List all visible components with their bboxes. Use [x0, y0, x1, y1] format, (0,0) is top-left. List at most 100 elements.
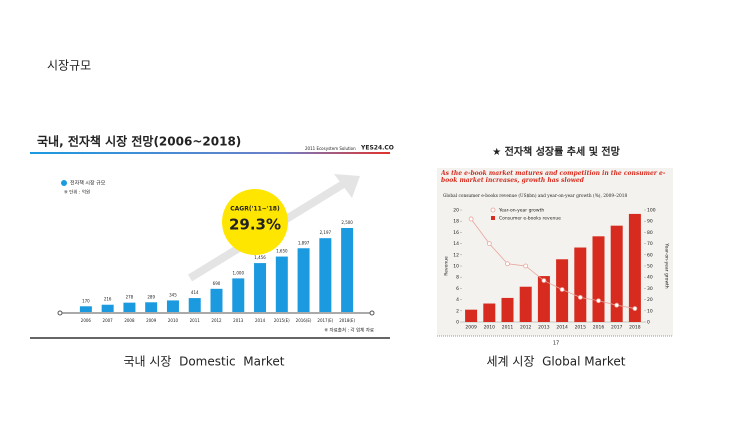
growth-point	[577, 294, 583, 300]
value-label: 170	[82, 298, 90, 303]
y-tick-label: 12	[453, 252, 459, 258]
x-tick-label: 2018	[629, 325, 641, 331]
x-tick-label: 2013	[538, 325, 550, 331]
axis-end	[57, 310, 63, 316]
growth-point	[505, 261, 510, 267]
axis-end	[369, 310, 375, 316]
x-tick-label: 2009	[146, 318, 157, 323]
legend-swatch	[61, 180, 67, 186]
bar	[188, 298, 201, 312]
logo: YES24.CO	[360, 145, 394, 152]
y2-axis-label: Year-on-year growth	[664, 242, 670, 288]
x-tick-label: 2007	[103, 318, 114, 323]
x-tick-label: 2017(E)	[317, 318, 333, 323]
y-tick-label: 6	[456, 286, 459, 292]
bar	[232, 278, 245, 312]
value-label: 278	[126, 295, 134, 300]
x-tick-label: 2009	[465, 325, 477, 331]
x-tick-label: 2015(E)	[274, 318, 290, 323]
page-number: 17	[553, 341, 559, 347]
y2-tick-label: 70	[647, 241, 653, 247]
growth-point	[486, 241, 492, 247]
revenue-bar	[483, 303, 496, 322]
revenue-bar	[610, 225, 623, 322]
x-tick-label: 2014	[255, 318, 266, 323]
legend-label: 전자책 시장 규모	[70, 180, 106, 187]
bar	[166, 300, 179, 312]
heading: As the e-book market matures and competi…	[441, 170, 666, 184]
growth-point	[468, 216, 474, 222]
x-tick-label: 2010	[168, 318, 179, 323]
badge-label: CAGR('11~'18)	[230, 206, 280, 213]
growth-point	[559, 287, 565, 292]
chart-title: 국내, 전자책 시장 전망(2006~2018)	[37, 134, 241, 149]
y-tick-label: 18	[453, 219, 459, 225]
y2-tick-label: 80	[647, 230, 653, 236]
revenue-bar	[465, 309, 478, 322]
x-tick-label: 2006	[81, 318, 92, 323]
value-label: 1,897	[298, 240, 310, 245]
y-tick-label: 14	[453, 241, 459, 247]
x-tick-label: 2011	[502, 325, 514, 331]
bar	[297, 248, 310, 312]
revenue-bar	[519, 286, 532, 322]
unit-label: ※ 단위 : 억원	[64, 189, 90, 196]
value-label: 216	[104, 297, 112, 302]
revenue-bar	[501, 297, 514, 322]
subtitle: Global consumer e-books revenue (US$bn) …	[443, 194, 627, 199]
y2-tick-label: 10	[647, 308, 653, 314]
value-label: 2,197	[320, 230, 332, 235]
x-tick-label: 2012	[211, 318, 222, 323]
x-tick-label: 2008	[124, 318, 135, 323]
value-label: 1,456	[254, 255, 266, 260]
x-tick-label: 2017	[611, 325, 623, 331]
value-label: 1,650	[276, 249, 288, 254]
growth-point	[632, 306, 638, 311]
value-label: 289	[147, 294, 155, 299]
growth-point	[614, 302, 620, 308]
x-tick-label: 2013	[233, 318, 244, 323]
x-tick-label: 2016	[593, 325, 605, 331]
bar	[210, 288, 223, 312]
y-tick-label: 8	[456, 275, 459, 281]
bar	[254, 263, 267, 312]
legend-swatch	[491, 216, 495, 220]
source-note: ※ 자료출처 : 각 업체 자료	[324, 327, 374, 334]
growth-point	[523, 263, 529, 269]
bar	[79, 306, 92, 312]
x-tick-label: 2016(E)	[296, 318, 312, 323]
x-tick-label: 2012	[520, 325, 532, 331]
caption: 세계 시장 Global Market	[487, 355, 626, 369]
y2-tick-label: 60	[647, 252, 653, 258]
y-tick-label: 20	[453, 208, 459, 214]
growth-point	[596, 298, 601, 304]
y2-tick-label: 50	[647, 264, 653, 270]
badge-value: 29.3%	[229, 216, 281, 234]
y-tick-label: 2	[456, 308, 459, 314]
bar	[123, 302, 136, 312]
x-tick-label: 2011	[190, 318, 201, 323]
value-label: 345	[169, 292, 177, 297]
trend-arrow-head	[334, 174, 360, 198]
value-label: 2,500	[341, 220, 353, 225]
y2-tick-label: 90	[647, 219, 653, 225]
y2-tick-label: 30	[647, 286, 653, 292]
revenue-bar	[628, 213, 641, 322]
y2-tick-label: 20	[647, 297, 653, 303]
x-tick-label: 2018(E)	[339, 318, 355, 323]
legend-label: Year-on-year growth	[498, 208, 544, 214]
y-tick-label: 0	[456, 320, 459, 326]
revenue-bar	[592, 236, 605, 322]
y2-tick-label: 100	[647, 208, 656, 214]
page-title: 시장규모	[47, 59, 91, 73]
x-tick-label: 2010	[484, 325, 496, 331]
value-label: 414	[191, 290, 199, 295]
growth-point	[541, 278, 547, 283]
bar	[101, 304, 114, 312]
y-tick-label: 10	[453, 264, 459, 270]
title-underline	[30, 152, 390, 154]
heading-box: As the e-book market matures and competi…	[441, 170, 666, 184]
y2-tick-label: 40	[647, 275, 653, 281]
caption: 국내 시장 Domestic Market	[123, 355, 284, 369]
x-tick-label: 2014	[556, 325, 568, 331]
